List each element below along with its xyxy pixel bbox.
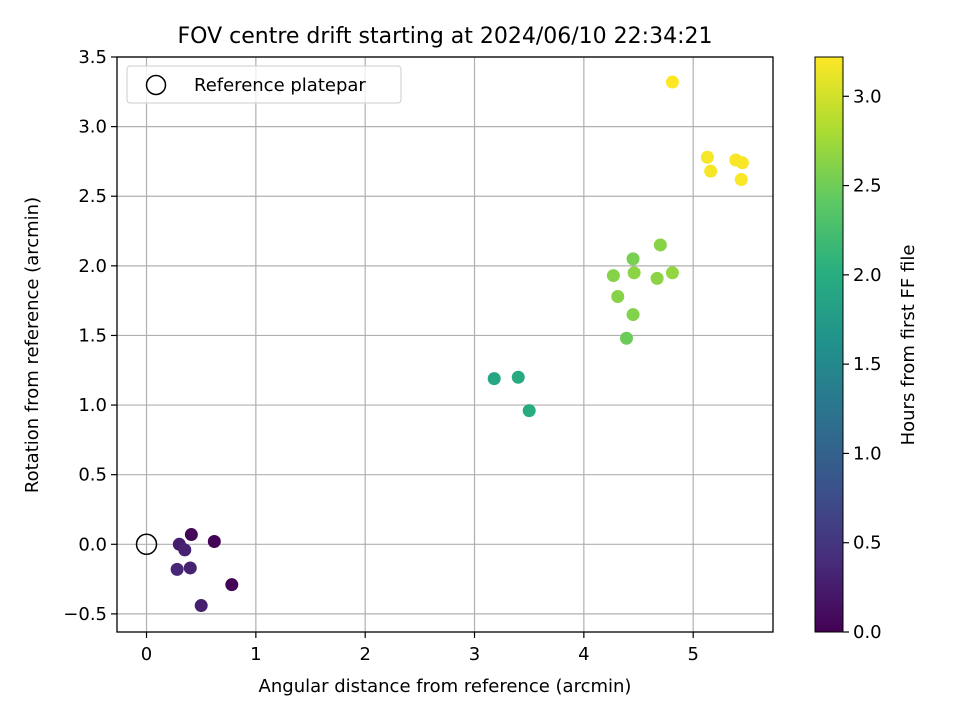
x-tick-label: 2 (359, 644, 370, 665)
y-tick-label: 3.5 (78, 47, 107, 68)
data-point (626, 252, 640, 266)
data-point (487, 372, 501, 386)
colorbar-tick-label: 1.0 (853, 443, 882, 464)
colorbar-tick-label: 0.0 (853, 622, 882, 643)
data-point (522, 404, 536, 418)
colorbar-tick-label: 2.5 (853, 176, 882, 197)
reference-platepar-marker (135, 533, 158, 556)
data-point (207, 535, 221, 549)
grid (117, 56, 773, 632)
data-point (194, 599, 208, 613)
data-point (183, 561, 197, 575)
data-point (606, 269, 620, 283)
y-tick-label: 2.0 (78, 256, 107, 277)
data-point (735, 156, 749, 170)
data-point (665, 75, 679, 89)
legend-label: Reference platepar (194, 75, 366, 96)
x-tick-label: 3 (469, 644, 480, 665)
y-axis-label: Rotation from reference (arcmin) (22, 197, 43, 493)
data-point (700, 150, 714, 164)
colorbar-label: Hours from first FF file (898, 245, 919, 446)
x-tick-label: 0 (141, 644, 152, 665)
data-point (611, 289, 625, 303)
data-point (619, 331, 633, 345)
legend-reference-marker (145, 74, 167, 96)
data-point (704, 164, 718, 178)
y-tick-label: 0.0 (78, 534, 107, 555)
y-tick-label: 1.0 (78, 395, 107, 416)
y-tick-label: 2.5 (78, 186, 107, 207)
y-tick-label: 0.5 (78, 465, 107, 486)
data-point (511, 370, 525, 384)
colorbar-tick-label: 2.0 (853, 265, 882, 286)
colorbar-tick-label: 0.5 (853, 533, 882, 554)
chart-title: FOV centre drift starting at 2024/06/10 … (178, 24, 713, 49)
legend: Reference platepar (126, 65, 402, 104)
legend-box (126, 65, 402, 104)
data-point (170, 562, 184, 576)
colorbar-tick-label: 1.5 (853, 354, 882, 375)
x-tick-label: 5 (687, 644, 698, 665)
data-point (184, 528, 198, 542)
data-point (178, 543, 192, 557)
data-point (626, 308, 640, 322)
data-point (653, 238, 667, 252)
axis-ticks: 0 1 2 3 4 5 −0.5 0.0 0.5 1.0 1.5 2.0 2.5 3.0 3.5 (63, 47, 699, 665)
x-tick-label: 1 (250, 644, 261, 665)
data-point (225, 578, 239, 592)
data-point (627, 266, 641, 280)
data-point (734, 173, 748, 187)
y-tick-label: −0.5 (63, 604, 107, 625)
colorbar: 0.0 0.5 1.0 1.5 2.0 2.5 3.0 Hours from first F… (814, 56, 919, 643)
data-point (665, 266, 679, 280)
y-tick-label: 3.0 (78, 117, 107, 138)
data-points (135, 75, 749, 613)
y-tick-label: 1.5 (78, 325, 107, 346)
colorbar-tick-label: 3.0 (853, 86, 882, 107)
plot-frame (116, 56, 774, 633)
colorbar-gradient (814, 56, 844, 633)
x-axis-label: Angular distance from reference (arcmin) (259, 676, 632, 697)
x-tick-label: 4 (578, 644, 589, 665)
colorbar-ticks: 0.0 0.5 1.0 1.5 2.0 2.5 3.0 (843, 86, 882, 643)
data-point (650, 271, 664, 285)
